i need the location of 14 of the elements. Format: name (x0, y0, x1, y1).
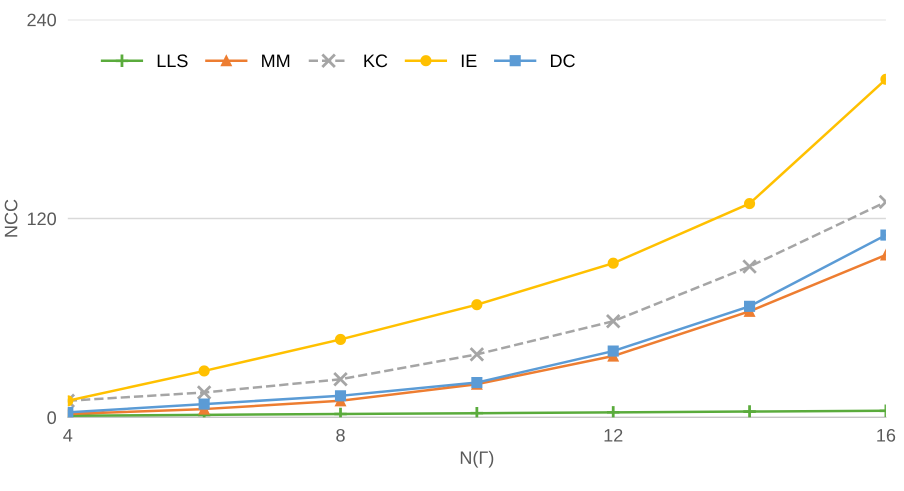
legend-label: LLS (158, 54, 188, 68)
x-tick-label: 12 (604, 428, 622, 442)
y-axis-title: NCC (4, 200, 18, 237)
x-tick-label: 8 (336, 428, 345, 442)
x-axis-title: N(Γ) (460, 450, 494, 468)
x-tick-label: 4 (63, 429, 72, 442)
legend-label: MM (262, 54, 290, 68)
legend-label: KC (364, 54, 388, 68)
x-tick-label: 16 (877, 428, 896, 442)
legend-label: DC (550, 54, 575, 68)
y-tick-label: 0 (47, 411, 56, 424)
y-tick-label: 120 (28, 212, 56, 226)
legend-label: IE (462, 54, 477, 68)
y-tick-label: 240 (27, 14, 56, 26)
